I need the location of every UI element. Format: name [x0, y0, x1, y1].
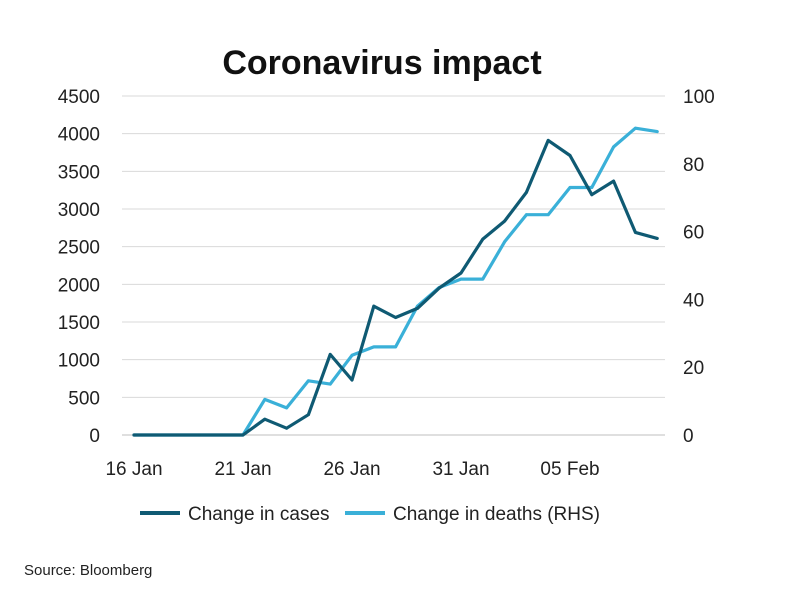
right-tick-label: 0 — [683, 426, 694, 447]
data-point — [285, 426, 288, 430]
data-point — [263, 417, 267, 421]
data-point — [634, 230, 637, 234]
data-point — [350, 353, 354, 357]
data-point — [546, 213, 550, 217]
data-point — [459, 271, 463, 275]
right-tick-label: 20 — [683, 358, 704, 379]
left-tick-label: 4500 — [58, 87, 100, 108]
data-point — [503, 219, 506, 223]
left-tick-label: 500 — [68, 388, 100, 409]
data-point — [328, 382, 332, 386]
data-point — [655, 130, 659, 133]
data-point — [437, 286, 441, 290]
data-point — [525, 213, 528, 217]
data-point — [416, 307, 419, 310]
left-tick-label: 2500 — [58, 238, 100, 259]
data-point — [503, 240, 506, 244]
data-point — [590, 193, 594, 197]
x-tick-label: 26 Jan — [323, 459, 380, 480]
data-point — [612, 145, 615, 149]
data-point — [459, 277, 463, 281]
data-point — [198, 433, 201, 437]
data-point — [612, 179, 615, 183]
source-note: Source: Bloomberg — [24, 562, 153, 579]
data-point — [132, 433, 136, 437]
right-tick-label: 60 — [683, 223, 704, 244]
data-point — [350, 378, 354, 382]
left-tick-label: 1500 — [58, 313, 100, 334]
right-tick-label: 40 — [683, 290, 704, 311]
data-point — [372, 304, 376, 308]
left-tick-label: 0 — [89, 426, 100, 447]
legend-label-deaths: Change in deaths (RHS) — [393, 504, 600, 525]
data-point — [263, 398, 267, 401]
left-axis: 0 500 1000 1500 2000 2500 3000 3500 4000 4500 — [58, 87, 100, 447]
data-point — [481, 277, 485, 281]
data-point — [241, 433, 245, 437]
data-point — [219, 433, 223, 437]
right-tick-label: 100 — [683, 87, 715, 108]
data-point — [394, 316, 397, 319]
right-tick-label: 80 — [683, 155, 704, 176]
data-point — [307, 379, 310, 383]
series-layer — [132, 126, 659, 437]
data-point — [176, 433, 180, 437]
data-point — [285, 406, 288, 410]
legend-label-cases: Change in cases — [188, 504, 330, 525]
data-point — [372, 345, 376, 349]
left-tick-label: 3500 — [58, 162, 100, 183]
data-point — [590, 186, 594, 189]
left-tick-label: 2000 — [58, 275, 100, 296]
left-tick-label: 3000 — [58, 200, 100, 221]
x-tick-label: 21 Jan — [214, 459, 271, 480]
data-point — [525, 191, 528, 194]
x-tick-label: 16 Jan — [105, 459, 162, 480]
chart-title: Coronavirus impact — [222, 44, 541, 82]
data-point — [307, 413, 310, 417]
data-point — [634, 126, 637, 130]
data-point — [655, 236, 659, 240]
data-point — [328, 352, 332, 356]
data-point — [481, 237, 485, 241]
series-line — [132, 138, 659, 437]
data-point — [546, 139, 550, 142]
gridlines — [122, 95, 665, 398]
x-tick-label: 31 Jan — [432, 459, 489, 480]
series-cases — [132, 138, 659, 437]
right-axis: 0 20 40 60 80 100 — [683, 87, 715, 447]
data-point — [154, 433, 158, 437]
data-point — [394, 345, 397, 349]
data-point — [568, 154, 572, 157]
legend: Change in cases Change in deaths (RHS) — [140, 504, 600, 525]
x-tick-label: 05 Feb — [540, 459, 599, 480]
left-tick-label: 1000 — [58, 351, 100, 372]
left-tick-label: 4000 — [58, 125, 100, 146]
x-axis: 16 Jan 21 Jan 26 Jan 31 Jan 05 Feb — [105, 434, 665, 480]
data-point — [568, 186, 572, 189]
